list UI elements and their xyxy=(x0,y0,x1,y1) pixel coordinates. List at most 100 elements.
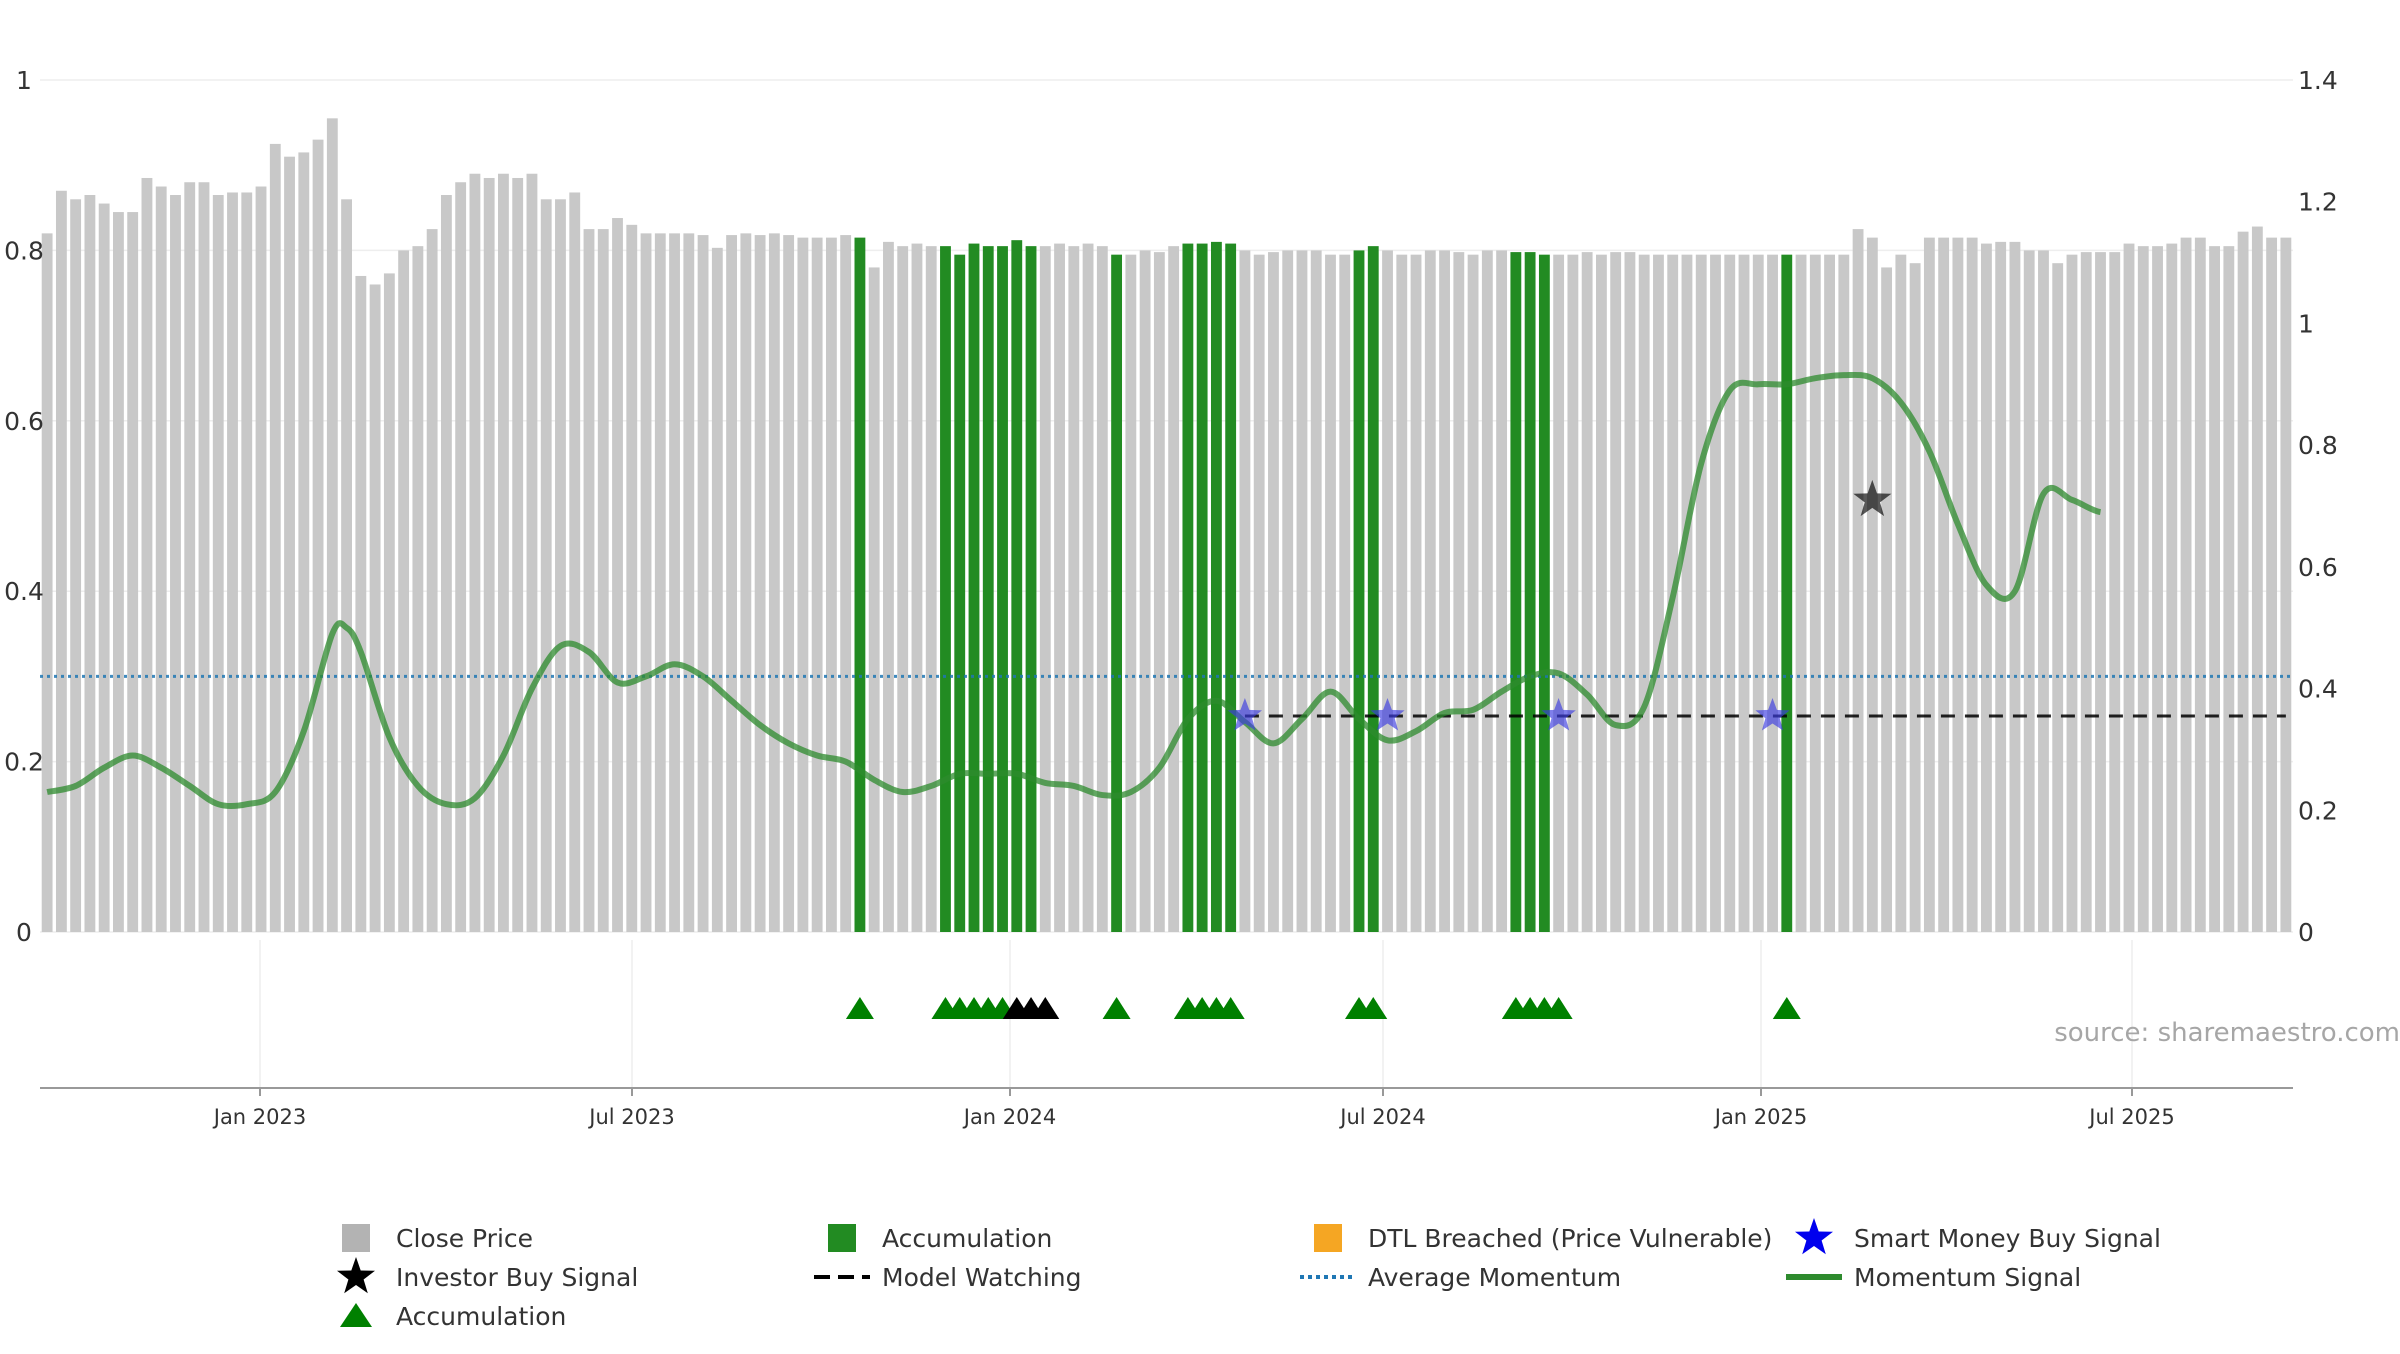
close-price-bar xyxy=(498,173,509,933)
close-price-bar xyxy=(2266,237,2278,932)
close-price-bar xyxy=(198,182,210,933)
right-axis-tick: 0 xyxy=(2298,918,2314,947)
legend-item: Momentum Signal xyxy=(1786,1263,2081,1292)
close-price-bar xyxy=(255,186,267,932)
close-price-bar xyxy=(1966,237,1978,932)
close-price-bar xyxy=(2180,237,2192,932)
accumulation-bar xyxy=(854,237,866,932)
close-price-bar xyxy=(1581,252,1593,932)
close-price-bar xyxy=(1638,254,1650,932)
close-price-bar xyxy=(1481,250,1493,932)
close-price-bar xyxy=(1153,252,1165,932)
close-price-bar xyxy=(2137,246,2149,932)
close-price-bar xyxy=(2166,243,2178,933)
left-axis-tick: 0.6 xyxy=(4,407,44,436)
legend-item: Accumulation xyxy=(828,1224,1052,1253)
accumulation-marker xyxy=(1544,997,1573,1019)
close-price-bar xyxy=(2095,252,2106,932)
close-price-bar xyxy=(825,237,837,932)
close-price-bar xyxy=(654,233,666,933)
accumulation-marker xyxy=(845,997,874,1019)
close-price-bar xyxy=(2066,254,2078,932)
close-price-bar xyxy=(740,233,752,933)
accumulation-bar xyxy=(1538,254,1550,932)
close-price-bar xyxy=(1752,254,1764,932)
legend-label: Smart Money Buy Signal xyxy=(1854,1224,2161,1253)
accumulation-marker xyxy=(1102,997,1131,1019)
close-price-bar xyxy=(1410,254,1422,932)
close-price-bar xyxy=(127,212,139,932)
legend-label: Accumulation xyxy=(882,1224,1052,1253)
close-price-bar xyxy=(1938,237,1950,932)
source-note: source: sharemaestro.com xyxy=(2054,1018,2400,1048)
legend-label: Momentum Signal xyxy=(1854,1263,2081,1292)
legend-square-icon xyxy=(828,1224,856,1252)
right-axis-tick: 0.4 xyxy=(2298,675,2338,704)
close-price-bar xyxy=(1866,237,1878,932)
close-price-bar xyxy=(1339,254,1351,932)
close-price-bar xyxy=(113,212,124,932)
close-price-bar xyxy=(1253,254,1265,932)
close-price-bar xyxy=(1809,254,1821,932)
price-bars xyxy=(41,118,2292,933)
close-price-bar xyxy=(341,199,352,932)
close-price-bar xyxy=(883,241,894,932)
close-price-bar xyxy=(2080,252,2092,932)
close-price-bar xyxy=(1824,254,1835,932)
right-axis-tick: 1 xyxy=(2298,309,2314,338)
close-price-bar xyxy=(298,152,310,933)
accumulation-bar xyxy=(940,246,951,932)
close-price-bar xyxy=(2223,246,2235,932)
close-price-bar xyxy=(1952,237,1964,932)
close-price-bar xyxy=(2023,250,2035,932)
close-price-bar xyxy=(184,182,196,933)
close-price-bar xyxy=(398,250,410,932)
legend-star-icon xyxy=(1795,1218,1833,1255)
accumulation-bar xyxy=(968,243,980,933)
close-price-bar xyxy=(612,218,623,933)
close-price-bar xyxy=(227,192,238,933)
momentum-signal-line xyxy=(46,371,2102,810)
accumulation-bar xyxy=(1353,250,1365,932)
close-price-bar xyxy=(1239,250,1251,932)
legend-item: DTL Breached (Price Vulnerable) xyxy=(1314,1224,1772,1253)
close-price-bar xyxy=(512,177,524,933)
smart-money-buy-signal xyxy=(1227,698,1262,731)
close-price-bar xyxy=(1467,254,1479,932)
close-price-bar xyxy=(768,233,780,933)
close-price-bar xyxy=(583,229,595,933)
close-price-bar xyxy=(1909,263,1921,932)
legend-label: Average Momentum xyxy=(1368,1263,1621,1292)
close-price-bar xyxy=(355,275,367,933)
accumulation-bar xyxy=(1210,241,1222,932)
close-price-bar xyxy=(683,233,695,933)
accumulation-bar xyxy=(954,254,966,932)
date-axis-label: Jan 2024 xyxy=(962,1105,1057,1129)
close-price-bar xyxy=(1653,254,1664,932)
close-price-bar xyxy=(412,246,424,932)
accumulation-bar xyxy=(1196,243,1208,933)
close-price-bar xyxy=(2280,237,2292,932)
close-price-bar xyxy=(84,195,96,932)
close-price-bar xyxy=(840,235,852,933)
close-price-bar xyxy=(1439,250,1450,932)
close-price-bar xyxy=(1054,243,1065,933)
accumulation-marker xyxy=(1216,997,1245,1019)
close-price-bar xyxy=(897,246,909,932)
close-price-bar xyxy=(569,192,581,933)
close-price-bar xyxy=(555,199,566,932)
close-price-bar xyxy=(1282,250,1294,932)
legend-item: Smart Money Buy Signal xyxy=(1795,1218,2161,1255)
close-price-bar xyxy=(1310,250,1322,932)
close-price-bar xyxy=(1068,246,1080,932)
left-axis-tick: 0 xyxy=(16,918,32,947)
close-price-bar xyxy=(726,235,738,933)
close-price-bar xyxy=(1082,243,1094,933)
close-price-bar xyxy=(1325,254,1336,932)
legend-square-icon xyxy=(342,1224,370,1252)
close-price-bar xyxy=(526,173,538,933)
close-price-bar xyxy=(1881,267,1893,932)
legend-label: Close Price xyxy=(396,1224,533,1253)
close-price-bar xyxy=(868,267,880,932)
right-axis-tick: 0.2 xyxy=(2298,796,2338,825)
